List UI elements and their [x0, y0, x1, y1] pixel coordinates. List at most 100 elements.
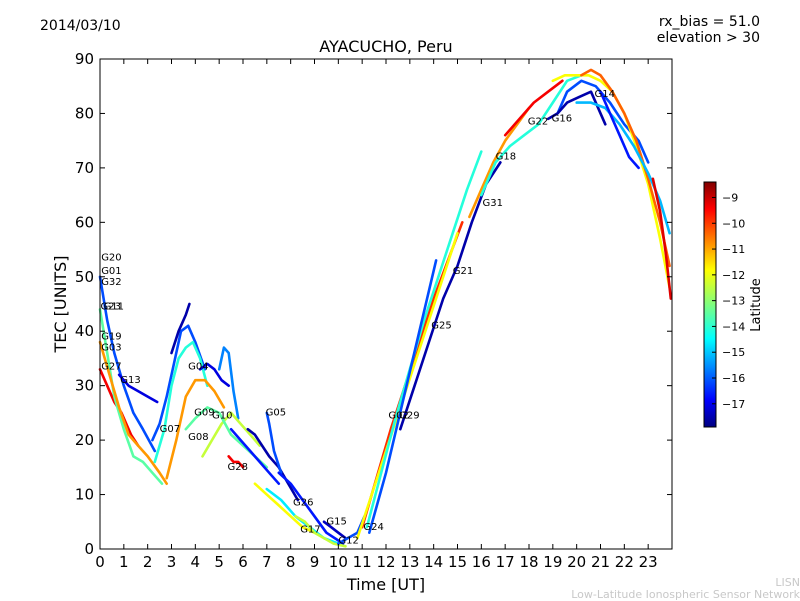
x-tick-label: 18 — [519, 553, 538, 571]
x-tick-label: 16 — [472, 553, 491, 571]
x-tick-label: 12 — [376, 553, 395, 571]
y-tick-label: 70 — [75, 159, 94, 177]
track-g05 — [265, 411, 283, 475]
x-tick-label: 19 — [543, 553, 562, 571]
satellite-label: G32 — [101, 277, 121, 288]
track-mid-1 — [151, 324, 207, 442]
track-day-2 — [503, 79, 564, 137]
colorbar-tick-label: −10 — [722, 217, 745, 230]
satellite-label: G14 — [595, 89, 615, 100]
y-tick-label: 90 — [75, 50, 94, 68]
satellite-label: G15 — [326, 517, 346, 528]
rx-bias-label: rx_bias = 51.0 — [658, 14, 760, 30]
track-day-8 — [651, 177, 673, 300]
x-tick-label: 20 — [567, 553, 586, 571]
track-mid-4 — [165, 378, 226, 480]
satellite-label: G23 — [100, 301, 120, 312]
chart-title: AYACUCHO, Peru — [319, 37, 452, 56]
x-axis: 0 1 2 3 4 5 6 7 8 9 10 11 12 13 14 15 16 17 18 19 20 21 22 23 — [95, 59, 658, 571]
track-desc-4 — [294, 514, 347, 548]
x-axis-label: Time [UT] — [346, 575, 425, 594]
colorbar-tick-label: −13 — [722, 295, 745, 308]
satellite-label: G04 — [188, 361, 208, 372]
track-desc-3 — [277, 471, 345, 545]
x-tick-label: 15 — [448, 553, 467, 571]
track-rise-4 — [367, 259, 438, 535]
credit-short: LISN — [775, 576, 800, 589]
colorbar-tick-label: −12 — [722, 269, 745, 282]
satellite-label: G03 — [101, 342, 121, 353]
satellite-label: G19 — [101, 331, 121, 342]
satellite-label: G13 — [120, 375, 140, 386]
track-mid-9 — [229, 427, 281, 486]
x-tick-label: 22 — [615, 553, 634, 571]
satellite-label: G17 — [300, 525, 320, 536]
satellite-label: G24 — [363, 522, 383, 533]
y-tick-label: 80 — [75, 104, 94, 122]
y-tick-label: 60 — [75, 213, 94, 231]
x-tick-label: 10 — [329, 553, 348, 571]
x-tick-label: 7 — [262, 553, 272, 571]
credit-long: Low-Latitude Ionospheric Sensor Network — [571, 588, 800, 601]
colorbar-label: Latitude — [749, 278, 764, 332]
track-day-9 — [599, 90, 640, 170]
track-mid-10 — [246, 427, 300, 502]
satellite-label: G29 — [399, 410, 419, 421]
track-mid-2 — [153, 340, 209, 464]
x-tick-label: 9 — [310, 553, 320, 571]
colorbar-tick-label: −17 — [722, 398, 745, 411]
satellite-label: G01 — [101, 266, 121, 277]
tec-tracks — [98, 68, 673, 548]
track-mid-5 — [198, 362, 230, 388]
track-mid-6 — [217, 346, 240, 420]
x-tick-label: 2 — [143, 553, 153, 571]
satellite-label: G02 — [388, 410, 408, 421]
satellite-label: G20 — [101, 252, 121, 263]
track-rise-3 — [365, 150, 483, 529]
x-tick-label: 8 — [286, 553, 296, 571]
x-tick-label: 1 — [119, 553, 129, 571]
x-tick-label: 13 — [400, 553, 419, 571]
track-g15 — [322, 520, 347, 540]
y-tick-label: 10 — [75, 486, 94, 504]
x-tick-label: 11 — [353, 553, 372, 571]
y-axis-label: TEC [UNITS] — [51, 256, 70, 354]
colorbar — [703, 181, 717, 428]
x-tick-label: 4 — [191, 553, 201, 571]
track-morning-d — [98, 340, 168, 486]
colorbar-tick-label: −9 — [722, 191, 738, 204]
y-tick-label: 20 — [75, 431, 94, 449]
satellite-label: G09 — [194, 408, 214, 419]
colorbar-tick-label: −15 — [722, 346, 745, 359]
satellite-label: G22 — [528, 116, 548, 127]
x-tick-label: 3 — [167, 553, 177, 571]
x-tick-label: 14 — [424, 553, 443, 571]
track-day-1 — [479, 74, 583, 197]
satellite-label: G18 — [496, 152, 516, 163]
colorbar-tick-label: −16 — [722, 372, 745, 385]
satellite-label: G11 — [104, 301, 124, 312]
track-rise-6 — [468, 106, 531, 219]
y-tick-label: 30 — [75, 377, 94, 395]
track-mid-7 — [201, 411, 262, 458]
x-tick-label: 17 — [496, 553, 515, 571]
track-morning-b — [98, 308, 164, 486]
satellite-label: G21 — [453, 266, 473, 277]
track-g28 — [227, 455, 245, 469]
y-tick-label: 0 — [84, 540, 94, 558]
elevation-label: elevation > 30 — [656, 30, 760, 46]
y-tick-label: 40 — [75, 322, 94, 340]
satellite-label: G27 — [101, 361, 121, 372]
track-desc-1 — [253, 482, 316, 535]
x-tick-label: 0 — [95, 553, 105, 571]
track-day-6 — [580, 68, 671, 268]
date-label: 2014/03/10 — [40, 18, 121, 34]
satellite-label: G07 — [160, 424, 180, 435]
y-tick-label: 50 — [75, 268, 94, 286]
colorbar-tick-label: −14 — [722, 320, 745, 333]
track-day-4 — [546, 90, 607, 126]
y-axis: 0 10 20 30 40 50 60 70 80 90 — [75, 50, 672, 558]
track-morning-c — [98, 275, 157, 453]
